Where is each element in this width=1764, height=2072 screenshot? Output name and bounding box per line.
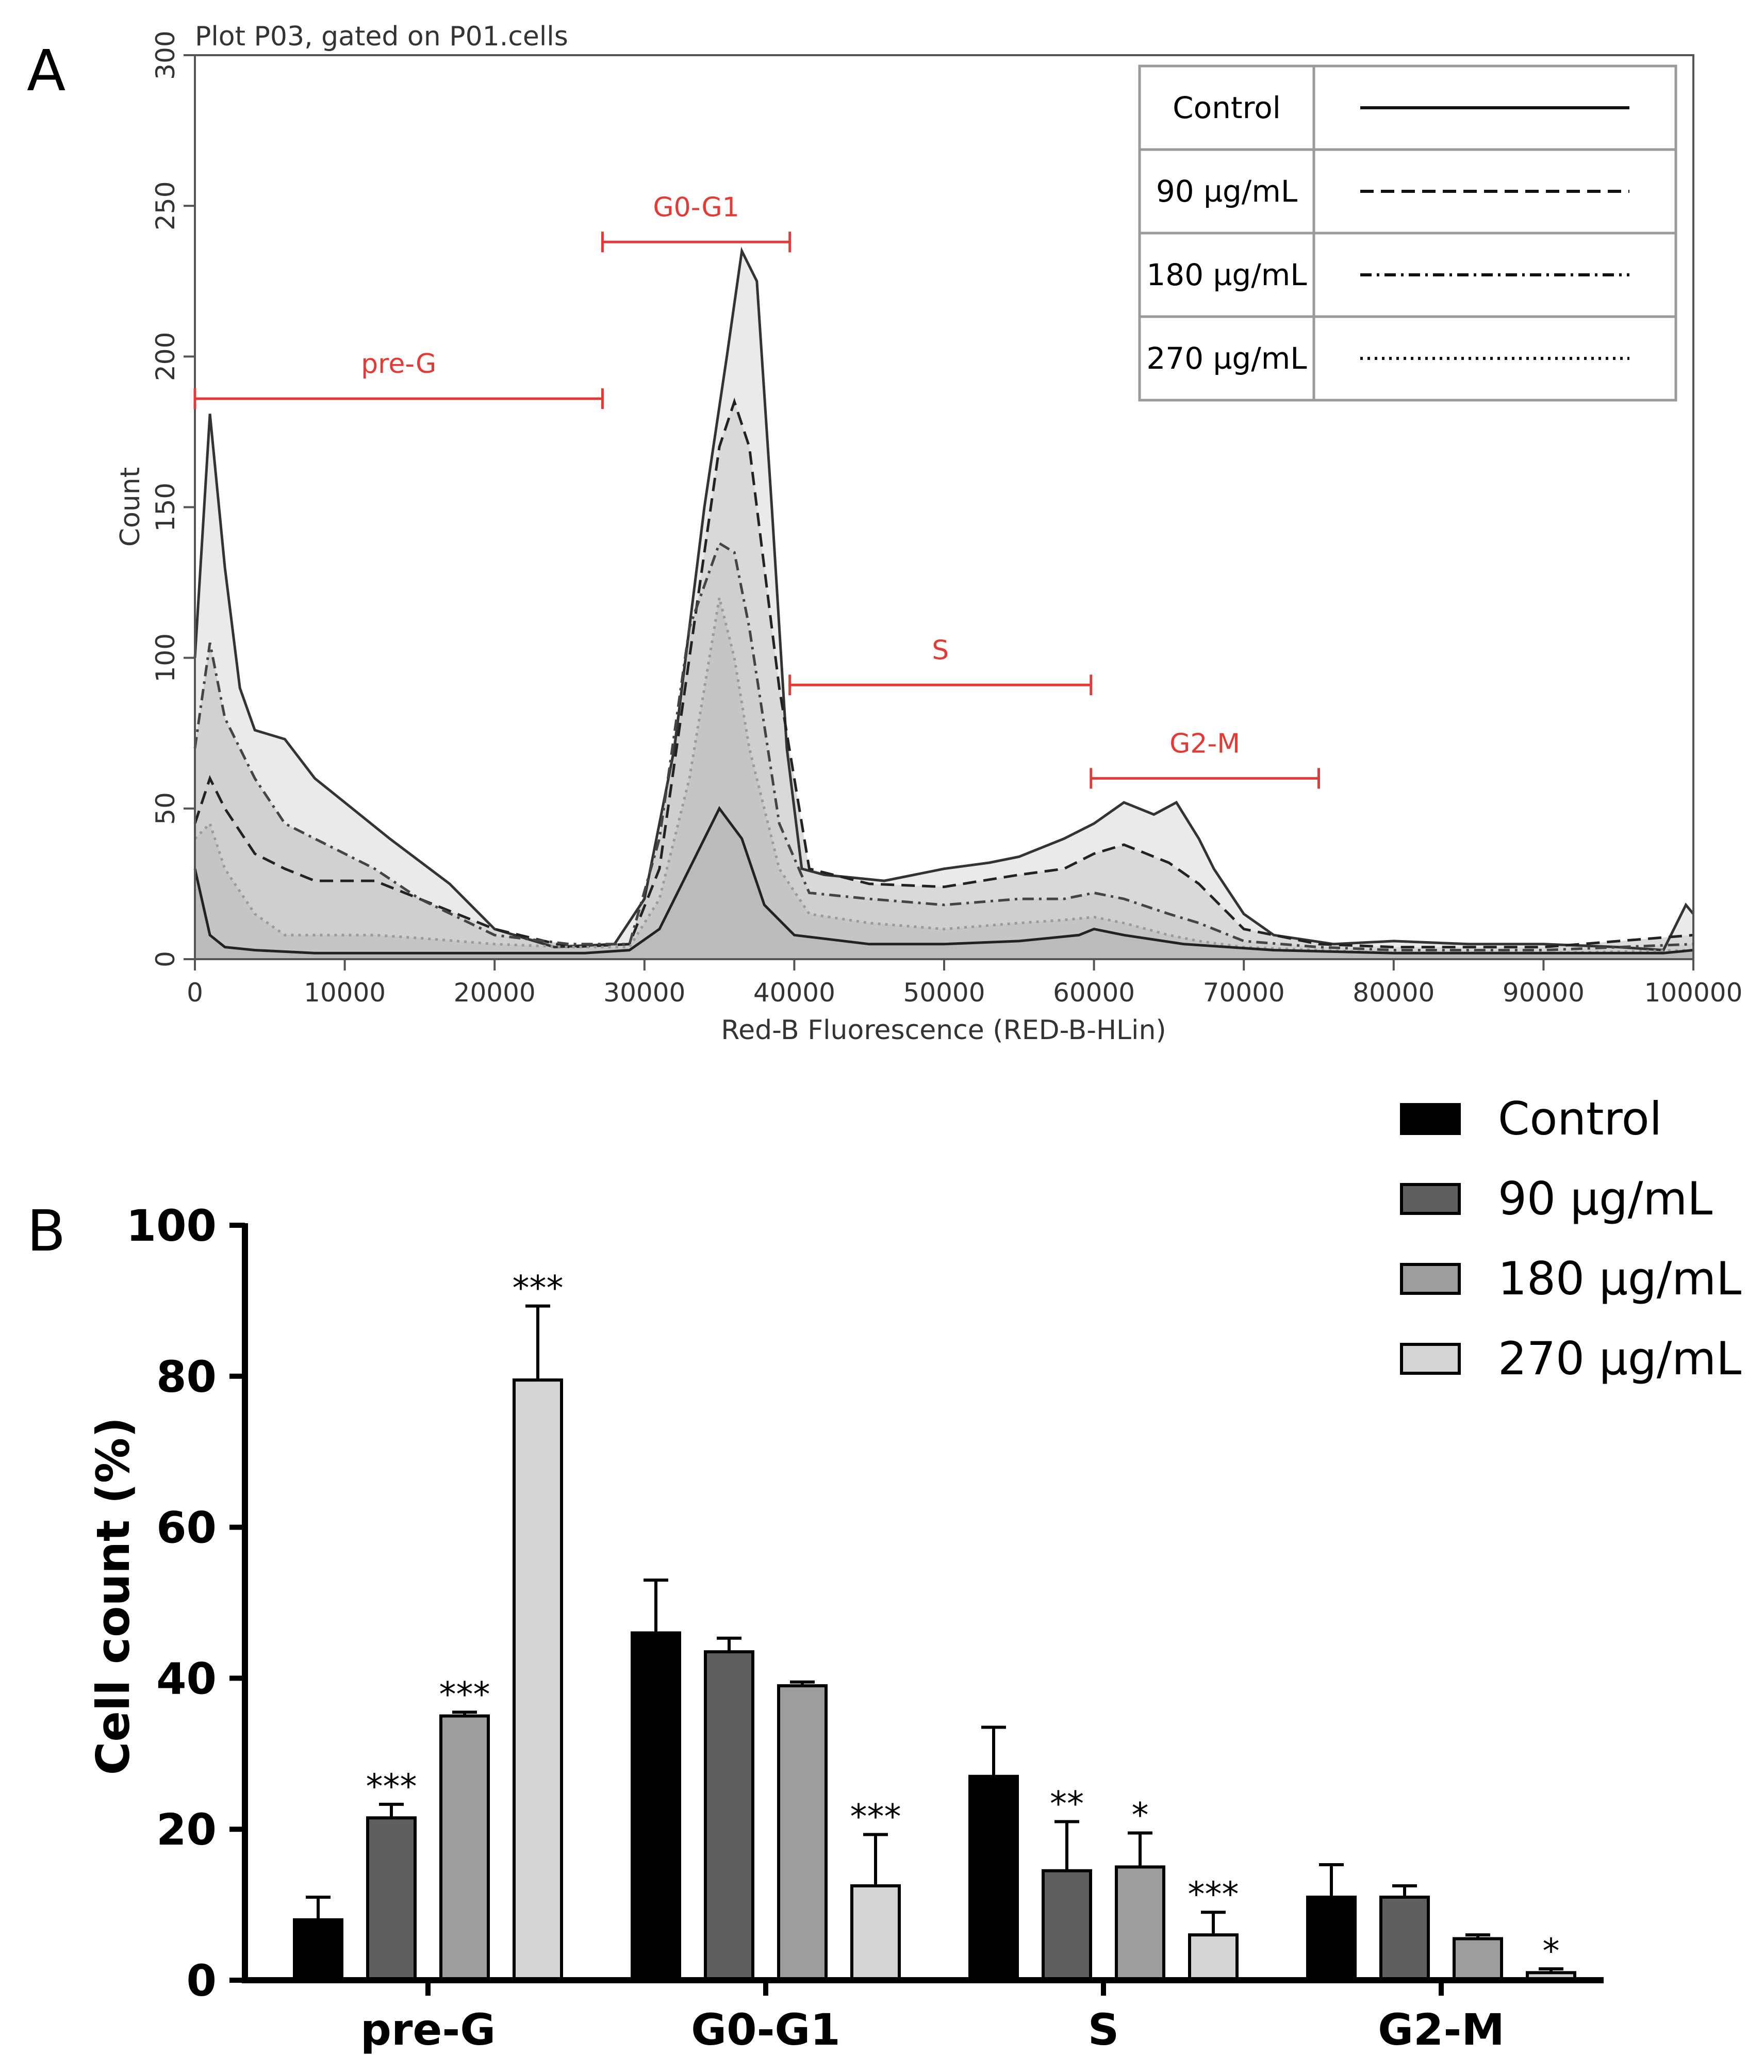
histogram-line-90-g-ml xyxy=(193,398,1694,949)
legend-label-control: Control xyxy=(1173,90,1281,125)
histogram-x-tick-label: 90000 xyxy=(1503,978,1585,1008)
histogram-axes: 0 10000 20000 30000 40000 50000 60000 70000 8000… xyxy=(151,30,1742,1008)
legend-label-270-g-ml: 270 µg/mL xyxy=(1146,341,1307,376)
bar-legend-label-90-g-ml: 90 µg/mL xyxy=(1498,1172,1712,1225)
histogram-x-tick-label: 10000 xyxy=(304,978,386,1008)
bar-chart-y-tick-label: 100 xyxy=(126,1201,217,1251)
significance-label-pre-g-270-g-ml: *** xyxy=(513,1269,564,1308)
bar-s-180-g-ml xyxy=(1115,1865,1165,1982)
histogram-y-tick-label: 100 xyxy=(151,633,180,682)
histogram-x-tick-label: 30000 xyxy=(603,978,685,1008)
histogram-x-tick-label: 70000 xyxy=(1203,978,1285,1008)
significance-label-g0-g1-270-g-ml: *** xyxy=(850,1797,901,1836)
histogram-x-tick-label: 60000 xyxy=(1053,978,1135,1008)
histogram-y-tick-label: 200 xyxy=(151,332,180,381)
panel-label-b: B xyxy=(27,1198,65,1264)
bar-chart-x-tick-label-g0-g1: G0-G1 xyxy=(691,2004,840,2055)
histogram-line-270-g-ml xyxy=(194,597,1694,955)
histogram-x-tick-label: 0 xyxy=(187,978,203,1008)
bar-g0-g1-180-g-ml xyxy=(777,1684,828,1982)
bar-s-270-g-ml xyxy=(1188,1933,1239,1982)
bar-pre-g-90-g-ml xyxy=(366,1816,417,1982)
bar-pre-g-180-g-ml xyxy=(439,1714,490,1982)
bar-legend-swatch-270-g-ml xyxy=(1400,1343,1461,1375)
histogram-y-tick-label: 300 xyxy=(151,30,180,79)
histogram-x-tick-label: 80000 xyxy=(1353,978,1435,1008)
bar-g2-m-90-g-ml xyxy=(1379,1895,1430,1982)
histogram-title: Plot P03, gated on P01.cells xyxy=(195,21,568,52)
significance-label-pre-g-90-g-ml: *** xyxy=(366,1767,417,1806)
legend-label-90-g-ml: 90 µg/mL xyxy=(1156,174,1297,209)
bar-chart-y-tick-label: 80 xyxy=(156,1352,217,1402)
bar-chart-y-axis-label: Cell count (%) xyxy=(87,1417,140,1775)
histogram-x-tick-label: 100000 xyxy=(1644,978,1743,1008)
bar-chart-y-tick-label: 40 xyxy=(156,1653,217,1704)
histogram-fills xyxy=(195,251,1693,959)
bar-g0-g1-control xyxy=(631,1631,681,1982)
histogram-panel: Plot P03, gated on P01.cells 0 10000 20000… xyxy=(115,21,1742,1046)
bar-chart-x-tick-label-s: S xyxy=(1088,2004,1119,2055)
bar-s-90-g-ml xyxy=(1042,1869,1092,1982)
significance-label-s-270-g-ml: *** xyxy=(1188,1874,1239,1914)
significance-label-s-90-g-ml: ** xyxy=(1050,1784,1084,1824)
bar-legend-label-270-g-ml: 270 µg/mL xyxy=(1498,1332,1741,1385)
legend-label-180-g-ml: 180 µg/mL xyxy=(1146,257,1307,292)
bar-g2-m-180-g-ml xyxy=(1453,1937,1503,1982)
panel-label-a: A xyxy=(27,38,65,104)
significance-label-g2-m-270-g-ml: * xyxy=(1543,1931,1560,1971)
significance-label-s-180-g-ml: * xyxy=(1132,1796,1149,1835)
gate-label-s: S xyxy=(932,635,949,666)
bar-legend-label-180-g-ml: 180 µg/mL xyxy=(1498,1252,1741,1305)
bar-legend-swatch-90-g-ml xyxy=(1400,1183,1461,1215)
bar-legend-swatch-control xyxy=(1400,1103,1461,1135)
bar-chart-legend: Control 90 µg/mL 180 µg/mL 270 µg/mL xyxy=(1400,1092,1741,1385)
bar-chart-bars: ************ ** ***** xyxy=(293,1269,1576,1982)
histogram-x-tick-label: 50000 xyxy=(903,978,985,1008)
bar-chart-y-tick-label: 60 xyxy=(156,1503,217,1553)
bar-pre-g-270-g-ml xyxy=(513,1378,563,1982)
bar-chart-y-tick-label: 0 xyxy=(187,1955,217,2006)
gate-label-g2-m: G2-M xyxy=(1169,728,1240,759)
gate-label-g0-g1: G0-G1 xyxy=(653,192,739,223)
bar-chart-x-tick-label-pre-g: pre-G xyxy=(360,2004,496,2055)
histogram-y-axis-label: Count xyxy=(115,467,146,547)
histogram-lines xyxy=(193,246,1694,955)
histogram-legend: Control 90 µg/mL 180 µg/mL 270 µg/mL xyxy=(1138,64,1677,402)
histogram-area-180-g-ml xyxy=(195,543,1693,959)
bar-s-control xyxy=(968,1774,1019,1982)
bar-g2-m-control xyxy=(1306,1895,1357,1982)
histogram-x-tick-label: 20000 xyxy=(454,978,536,1008)
significance-label-pre-g-180-g-ml: *** xyxy=(439,1674,490,1714)
gate-label-pre-g: pre-G xyxy=(361,349,436,380)
histogram-x-tick-label: 40000 xyxy=(753,978,835,1008)
bar-g0-g1-270-g-ml xyxy=(850,1884,901,1982)
bar-chart-x-tick-label-g2-m: G2-M xyxy=(1378,2004,1505,2055)
histogram-gates: pre-G G0-G1 S G2-M xyxy=(193,192,1320,789)
bar-legend-swatch-180-g-ml xyxy=(1400,1263,1461,1295)
bar-legend-label-control: Control xyxy=(1498,1092,1662,1145)
bar-g0-g1-90-g-ml xyxy=(704,1650,754,1982)
bar-pre-g-control xyxy=(293,1918,343,1982)
histogram-y-tick-label: 150 xyxy=(151,483,180,532)
histogram-y-tick-label: 0 xyxy=(151,951,180,967)
histogram-x-axis-label: Red-B Fluorescence (RED-B-HLin) xyxy=(721,1015,1166,1046)
histogram-y-tick-label: 250 xyxy=(151,181,180,230)
histogram-y-tick-label: 50 xyxy=(151,792,180,825)
bar-chart-y-tick-label: 20 xyxy=(156,1804,217,1855)
bar-chart-axes: 0 20 40 60 80 100 pre-G G0-G1 S G2-M xyxy=(126,1201,1604,2055)
histogram-line-envelope xyxy=(193,246,1694,952)
histogram-line-control xyxy=(193,806,1694,955)
